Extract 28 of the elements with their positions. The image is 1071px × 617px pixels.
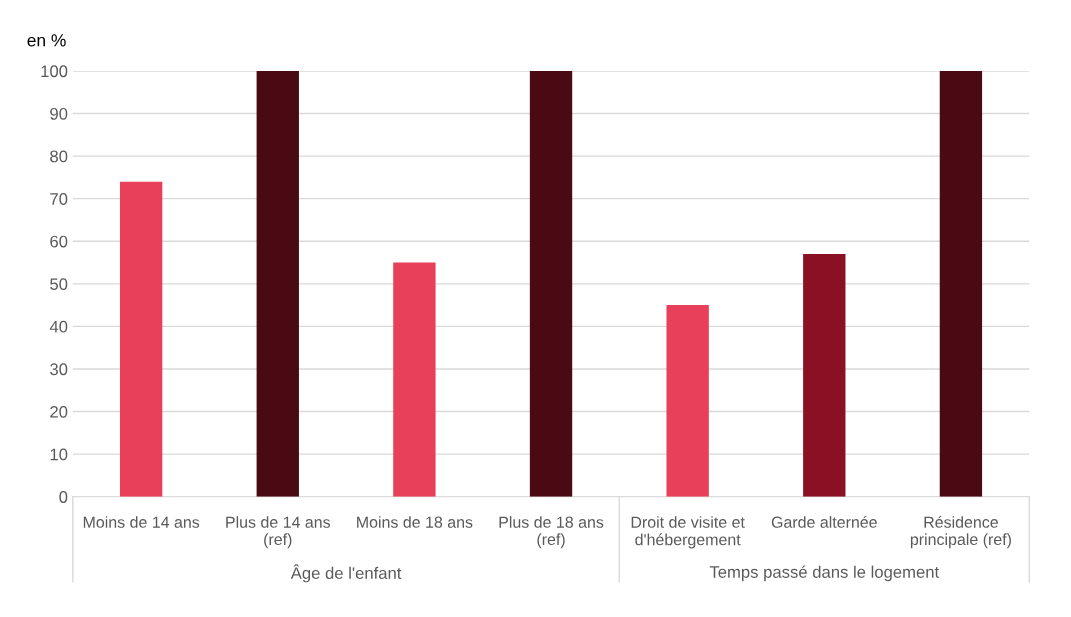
y-tick-label: 20: [50, 405, 68, 418]
bar: [939, 70, 983, 497]
y-tick-label: 0: [59, 491, 68, 503]
x-tick-label: Résidence principale (ref): [910, 515, 1011, 549]
y-tick-label: 60: [50, 235, 68, 248]
bar: [803, 254, 846, 497]
x-tick-label: Moins de 14 ans: [83, 516, 200, 528]
y-tick-label: 40: [49, 320, 68, 333]
y-tick-label: 80: [50, 150, 68, 163]
bar: [666, 305, 709, 497]
y-tick-label: 30: [50, 363, 68, 376]
x-tick-label: Plus de 18 ans (ref): [499, 516, 604, 549]
bar: [256, 70, 299, 497]
y-tick-label: 70: [50, 193, 68, 205]
x-tick-label: Plus de 14 ans (ref): [226, 516, 331, 549]
y-tick-label: 50: [50, 278, 68, 291]
x-tick-label: Droit de visite et d'hébergement: [631, 516, 745, 549]
text: Âge de l'enfant: [290, 564, 402, 583]
x-tick-label: Moins de 18 ans: [357, 516, 473, 528]
bar: [393, 262, 436, 497]
text: Temps passé dans le logement: [709, 565, 940, 582]
y-axis-title: en %: [27, 34, 66, 47]
x-tick-label: Garde alternée: [771, 515, 877, 528]
y-tick-label: 100: [41, 65, 68, 78]
y-tick-label: 10: [50, 448, 68, 461]
bar: [119, 181, 163, 497]
bar: [529, 70, 573, 497]
y-tick-label: 90: [50, 107, 68, 120]
